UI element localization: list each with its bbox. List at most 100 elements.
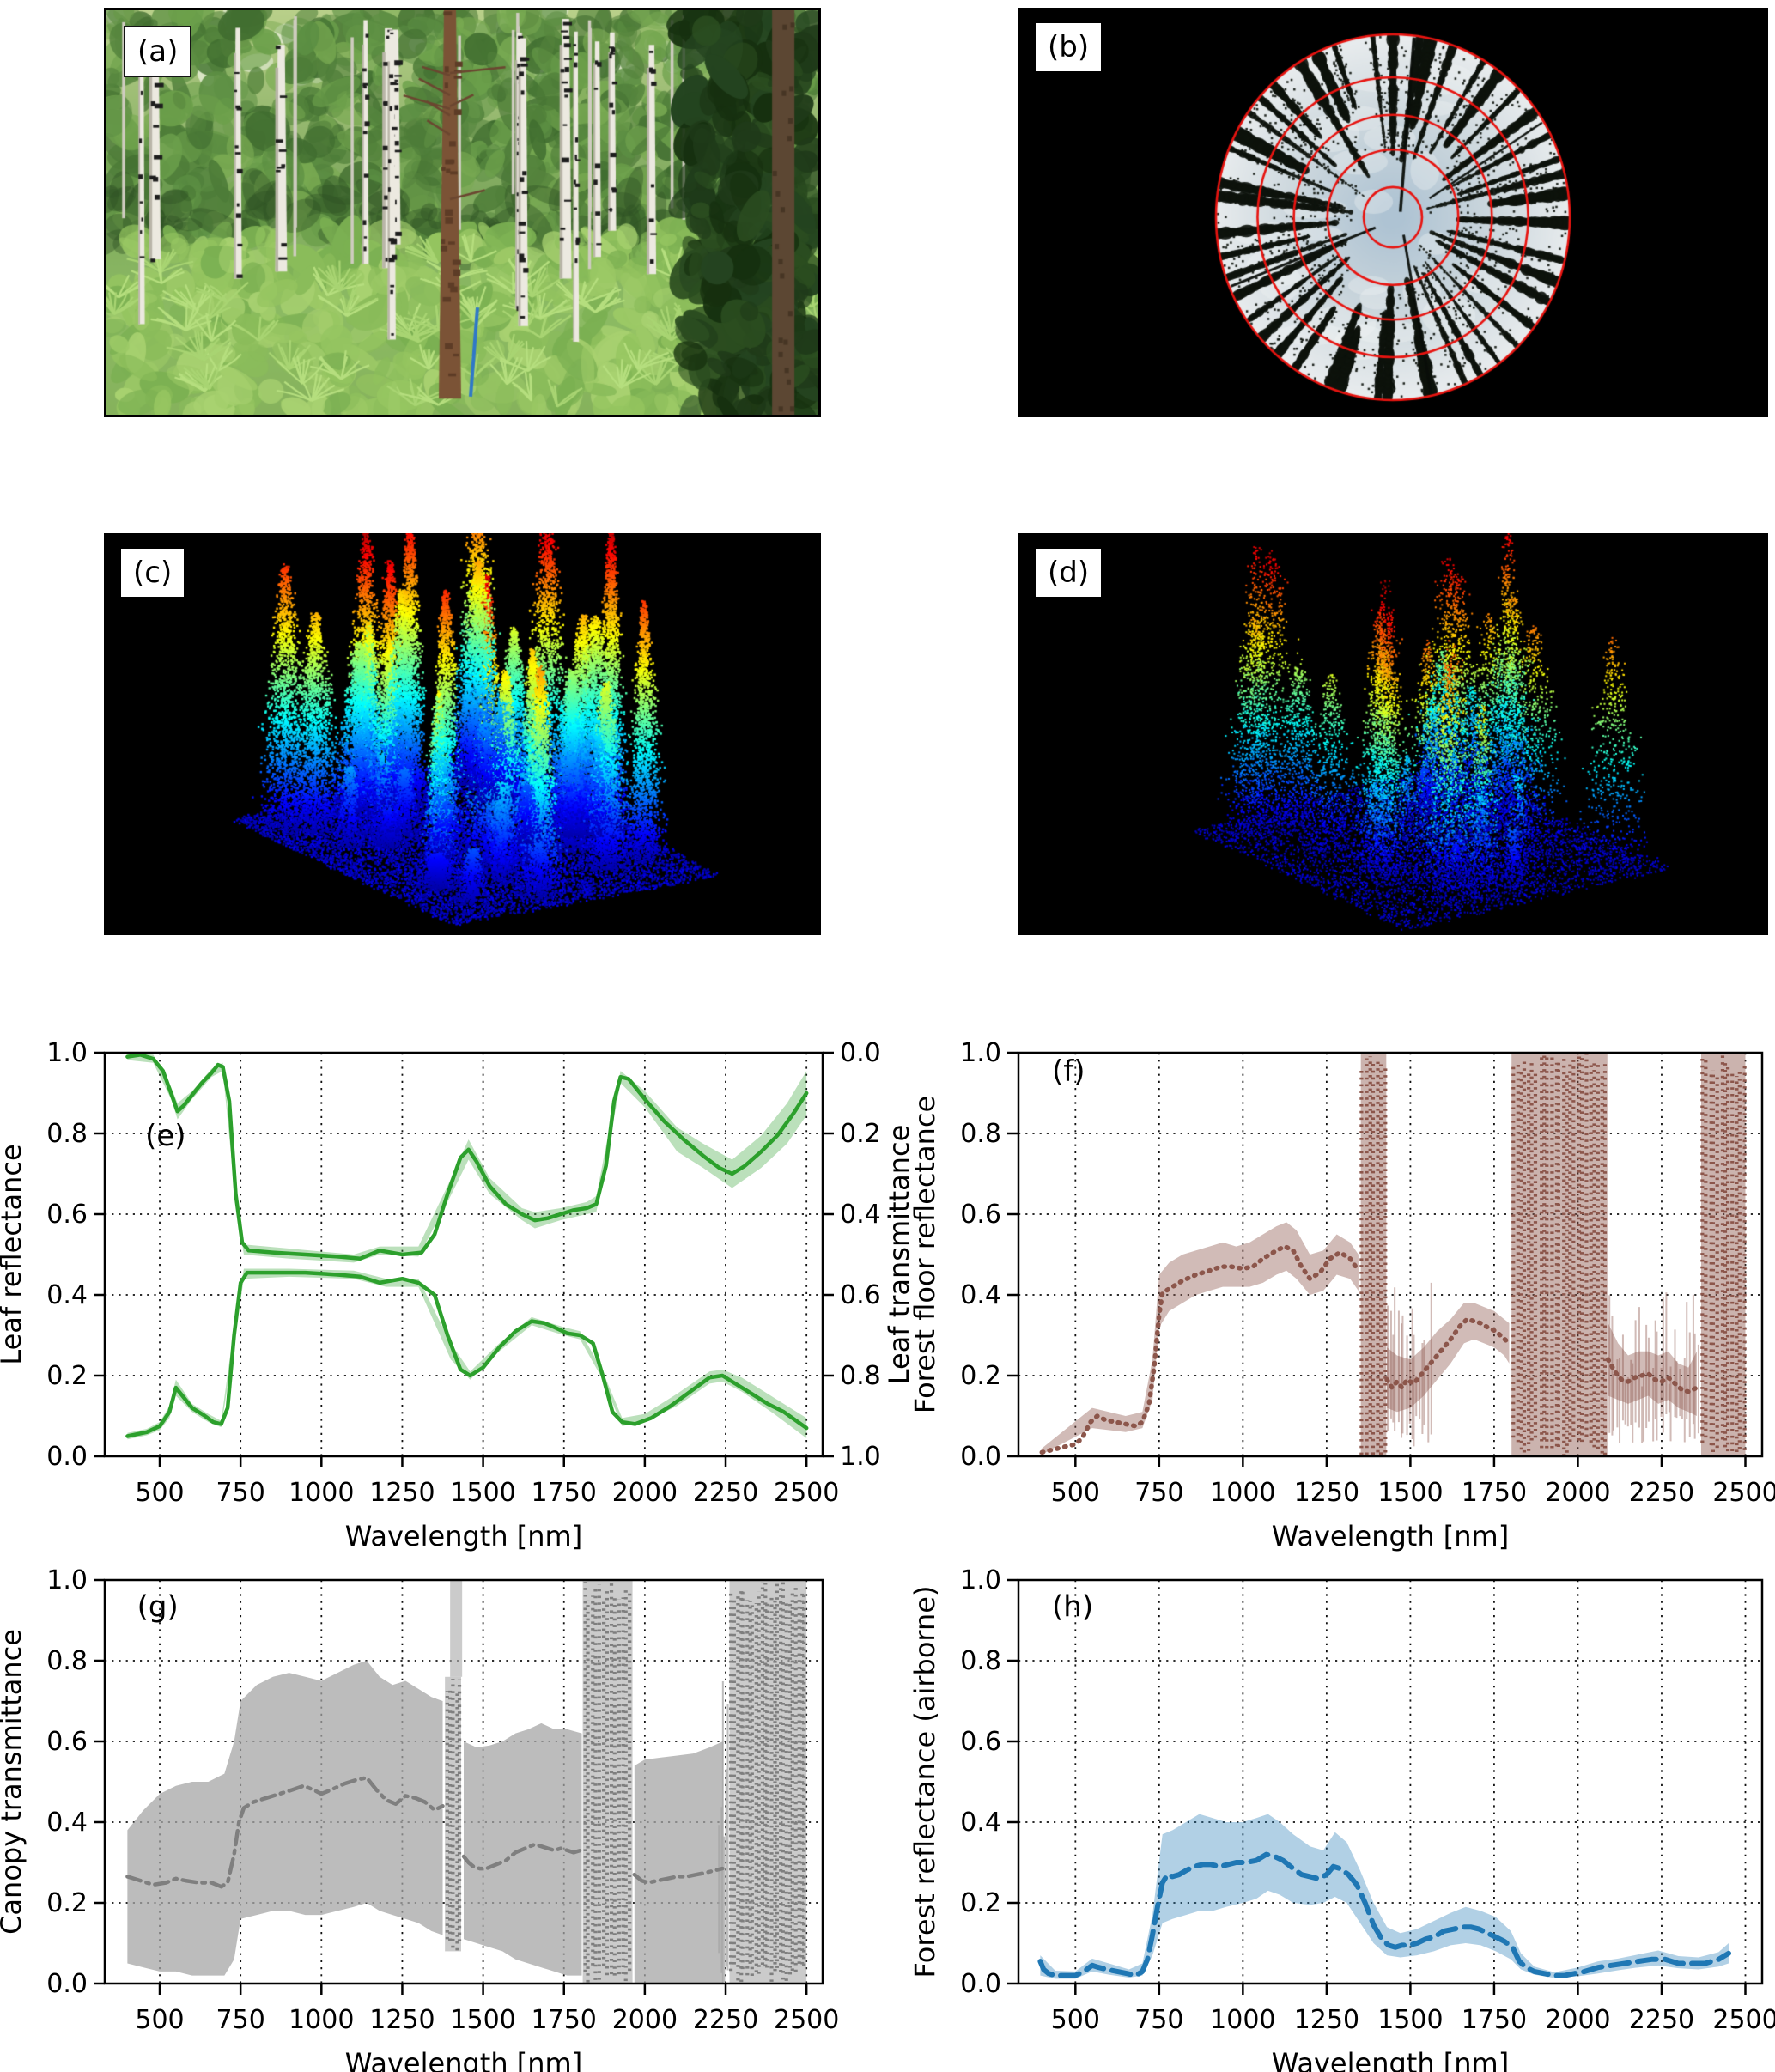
- x-tick-label: 1000: [1210, 2005, 1275, 2035]
- chart-canopy-transmittance: (g) 500 750 1000 1250 1500 1750 2000 2250 2500 0.0…: [0, 1565, 839, 2072]
- x-tick-label: 1500: [450, 2005, 515, 2035]
- series-line: [461, 1842, 583, 1871]
- axes-spines: [1017, 1578, 1764, 1985]
- y-tick-label: 0.0: [46, 1442, 88, 1472]
- y-axis-label: Canopy transmittance: [0, 1629, 27, 1935]
- series-line: [125, 1270, 809, 1438]
- noise-band-fill: [582, 1580, 633, 1984]
- axes-spines: [1017, 1051, 1764, 1458]
- y-tick-label: 0.8: [960, 1646, 1001, 1676]
- uncertainty-band: [127, 1053, 807, 1263]
- hemispherical-photo-image: [1018, 8, 1768, 417]
- x-tick-label: 1500: [1377, 2005, 1443, 2035]
- right-tick-label: 0.8: [840, 1361, 881, 1391]
- x-tick-label: 1250: [369, 1478, 435, 1508]
- x-tick-label: 2250: [693, 2005, 758, 2035]
- x-tick-label: 1750: [532, 1478, 597, 1508]
- y-tick-label: 0.0: [46, 1969, 88, 1999]
- x-tick-label: 750: [1134, 1478, 1183, 1508]
- forest-photo-image: [106, 10, 818, 415]
- y-tick-label: 0.8: [960, 1119, 1001, 1149]
- y-tick-label: 1.0: [46, 1038, 88, 1068]
- panel-a-label: (a): [124, 26, 192, 77]
- x-tick-label: 1250: [369, 2005, 435, 2035]
- y-tick-label: 0.4: [46, 1280, 88, 1310]
- series-line: [632, 1866, 725, 1885]
- panel-d-label: (d): [1036, 549, 1102, 597]
- panel-b-hemispherical-photo: (b): [1018, 8, 1768, 417]
- y-tick-label: 0.2: [46, 1361, 88, 1391]
- x-tick-label: 1000: [289, 2005, 354, 2035]
- y-axis-label: Leaf reflectance: [0, 1144, 27, 1364]
- x-tick-label: 500: [1051, 1478, 1100, 1508]
- x-tick-label: 750: [216, 2005, 265, 2035]
- noise-band-spike: [450, 1580, 463, 1677]
- panel-letter: (h): [1052, 1589, 1093, 1624]
- right-y-axis-label: Leaf transmittance: [883, 1125, 915, 1385]
- y-tick-label: 0.4: [46, 1808, 88, 1838]
- x-tick-label: 750: [1134, 2005, 1183, 2035]
- x-tick-label: 1000: [1210, 1478, 1275, 1508]
- x-tick-label: 1750: [532, 2005, 597, 2035]
- y-axis-label: Forest floor reflectance: [909, 1096, 941, 1413]
- x-tick-label: 1750: [1462, 1478, 1527, 1508]
- chart-forest-reflectance-airborne: (h) 500 750 1000 1250 1500 1750 2000 2250 2500 0.0…: [909, 1565, 1775, 2072]
- right-tick-label: 0.4: [840, 1200, 881, 1230]
- series-line: [1037, 1851, 1731, 1978]
- x-tick-label: 1500: [1377, 1478, 1443, 1508]
- y-tick-label: 0.8: [46, 1646, 88, 1676]
- x-tick-label: 2500: [1712, 2005, 1775, 2035]
- x-tick-label: 2250: [1629, 2005, 1694, 2035]
- uncertainty-band: [1042, 1222, 1359, 1455]
- right-tick-label: 0.6: [840, 1280, 881, 1310]
- series-line: [125, 1053, 809, 1261]
- right-tick-label: 0.0: [840, 1038, 881, 1068]
- x-tick-label: 2000: [612, 2005, 678, 2035]
- x-tick-label: 2500: [774, 1478, 839, 1508]
- x-axis-label: Wavelength [nm]: [345, 1520, 582, 1552]
- uncertainty-band: [1387, 1303, 1510, 1413]
- chart-leaf-reflectance-transmittance: (e) 500 750 1000 1250 1500 1750 2000 2250 2500 0.0…: [0, 1038, 915, 1552]
- x-tick-label: 2000: [612, 1478, 678, 1508]
- als-point-cloud-image: [1018, 533, 1768, 935]
- panel-letter: (f): [1052, 1054, 1085, 1089]
- y-tick-label: 0.8: [46, 1119, 88, 1149]
- uncertainty-band: [1608, 1322, 1697, 1416]
- y-tick-label: 0.2: [960, 1888, 1001, 1918]
- x-tick-label: 2000: [1545, 1478, 1610, 1508]
- panel-letter: (g): [137, 1589, 179, 1624]
- x-tick-label: 2250: [693, 1478, 758, 1508]
- x-tick-label: 1250: [1294, 2005, 1359, 2035]
- panel-b-label: (b): [1036, 23, 1102, 71]
- y-tick-label: 0.2: [960, 1361, 1001, 1391]
- y-tick-label: 0.0: [960, 1442, 1001, 1472]
- x-tick-label: 750: [216, 1478, 265, 1508]
- x-tick-label: 500: [1051, 2005, 1100, 2035]
- y-tick-label: 0.2: [46, 1888, 88, 1918]
- y-tick-label: 0.4: [960, 1280, 1001, 1310]
- x-tick-label: 1000: [289, 1478, 354, 1508]
- y-tick-label: 1.0: [960, 1038, 1001, 1068]
- x-axis-label: Wavelength [nm]: [1272, 2047, 1509, 2072]
- y-tick-label: 1.0: [960, 1565, 1001, 1595]
- noise-band-fill: [1360, 1053, 1387, 1456]
- right-tick-label: 0.2: [840, 1119, 881, 1149]
- y-tick-label: 0.6: [960, 1727, 1001, 1757]
- axes-spines: [103, 1578, 824, 1985]
- panel-letter: (e): [145, 1119, 185, 1153]
- panel-c-tls-point-cloud: (c): [104, 533, 821, 935]
- y-tick-label: 0.6: [960, 1200, 1001, 1230]
- axes-spines: [103, 1051, 824, 1458]
- tls-point-cloud-image: [104, 533, 821, 935]
- x-axis-label: Wavelength [nm]: [1272, 1520, 1509, 1552]
- y-axis-label: Forest reflectance (airborne): [909, 1586, 941, 1978]
- panel-a-forest-photo: (a): [104, 8, 821, 417]
- y-tick-label: 0.4: [960, 1808, 1001, 1838]
- uncertainty-band: [127, 1661, 443, 1976]
- x-axis-label: Wavelength [nm]: [345, 2047, 582, 2072]
- y-tick-label: 0.6: [46, 1727, 88, 1757]
- x-tick-label: 500: [135, 1478, 184, 1508]
- uncertainty-band: [634, 1741, 724, 1984]
- series-line: [1384, 1316, 1512, 1390]
- x-tick-label: 2500: [774, 2005, 839, 2035]
